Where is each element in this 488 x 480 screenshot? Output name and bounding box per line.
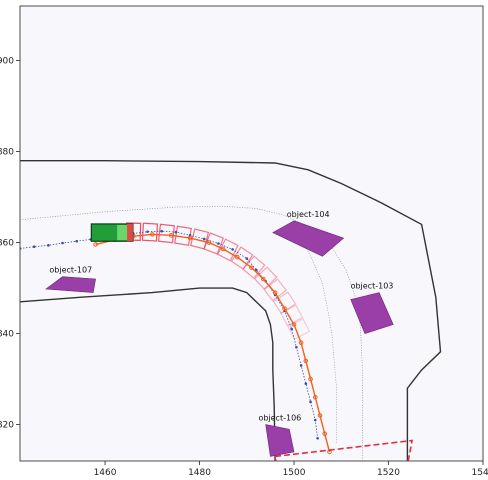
planned-trajectory-point — [303, 358, 309, 364]
ego-history-point — [61, 241, 64, 245]
ego-history-point — [47, 244, 50, 247]
ego-history-point — [231, 248, 234, 251]
planned-trajectory-point — [312, 395, 318, 400]
planned-trajectory-point — [322, 431, 328, 437]
x-tick-label: 1500 — [283, 468, 306, 478]
planned-trajectory-point — [220, 246, 226, 252]
ego-history-point — [32, 245, 36, 248]
object-label: object-107 — [49, 266, 92, 275]
x-tick-label: 1540 — [472, 468, 488, 478]
planned-trajectory-point — [187, 235, 193, 241]
ego-history-point — [75, 239, 78, 243]
planned-trajectory-point — [235, 254, 240, 260]
target-region — [274, 439, 414, 461]
y-axis: 820 840 860 880 900 — [0, 57, 20, 431]
planned-trajectory-point — [308, 376, 313, 382]
ego-history-point — [316, 436, 319, 440]
ego-history-point — [245, 257, 249, 260]
planned-box — [263, 278, 287, 302]
ego-history-point — [20, 247, 22, 250]
planned-trajectory-point — [272, 290, 278, 295]
plot-background — [19, 5, 484, 462]
object-104 — [272, 220, 345, 257]
planned-trajectory-point — [149, 232, 155, 237]
x-tick-label: 1480 — [188, 468, 211, 478]
planned-box — [242, 255, 266, 280]
road-inner-boundary — [20, 287, 276, 461]
ego-history-point — [304, 382, 308, 385]
ego-vehicle-front — [117, 224, 128, 241]
x-tick-label: 1520 — [377, 468, 400, 478]
planned-trajectory-point — [168, 233, 174, 238]
planned-box — [216, 238, 239, 262]
other-track — [293, 224, 337, 443]
planned-box — [141, 222, 159, 242]
object-label: object-106 — [258, 414, 301, 423]
planned-box — [203, 232, 225, 255]
planned-box — [189, 228, 210, 250]
ego-vehicle-nose — [127, 223, 133, 242]
ego-history-point — [254, 268, 258, 272]
y-tick-label: 880 — [0, 148, 14, 158]
planned-trajectory-point — [249, 265, 254, 270]
object-103 — [350, 292, 394, 334]
ego-history-point — [295, 345, 298, 349]
planned-box — [174, 225, 192, 246]
planned-box — [157, 223, 176, 244]
y-tick-label: 820 — [0, 421, 14, 431]
object-label: object-103 — [351, 282, 394, 291]
planned-trajectory-point — [298, 340, 304, 346]
planned-box — [230, 246, 254, 270]
ego-history-point — [290, 327, 293, 331]
planned-trajectory-point — [93, 242, 98, 247]
planned-trajectory-point — [291, 322, 297, 327]
y-tick-label: 900 — [0, 57, 14, 67]
ego-history-point — [202, 237, 206, 241]
x-tick-label: 1460 — [94, 468, 117, 478]
object-label: object-104 — [287, 210, 330, 219]
object-106 — [265, 424, 295, 457]
ego-history-line — [20, 230, 318, 439]
planned-box — [253, 266, 278, 290]
road-outer-boundary — [20, 159, 442, 461]
x-axis: 1460 1480 1500 1520 1540 — [94, 461, 488, 478]
y-tick-label: 860 — [0, 239, 14, 249]
ego-history-point — [309, 400, 312, 404]
planned-box — [280, 304, 304, 327]
ego-history-point — [299, 364, 303, 367]
planned-trajectory-point — [282, 306, 287, 311]
plot-area: object-104 object-107 object-103 object-106 — [20, 159, 442, 461]
ego-history-point — [146, 230, 149, 233]
planned-trajectory-point — [261, 276, 266, 282]
planned-trajectory-line — [95, 233, 331, 453]
planned-trajectory-point — [317, 413, 323, 418]
ego-history-point — [313, 418, 317, 422]
ego-history-point — [174, 230, 178, 234]
object-107 — [45, 276, 96, 293]
ego-history-point — [160, 229, 164, 233]
y-tick-label: 840 — [0, 330, 14, 340]
planned-trajectory-point — [206, 240, 212, 245]
ego-history-point — [217, 242, 220, 245]
planned-box — [272, 291, 297, 314]
